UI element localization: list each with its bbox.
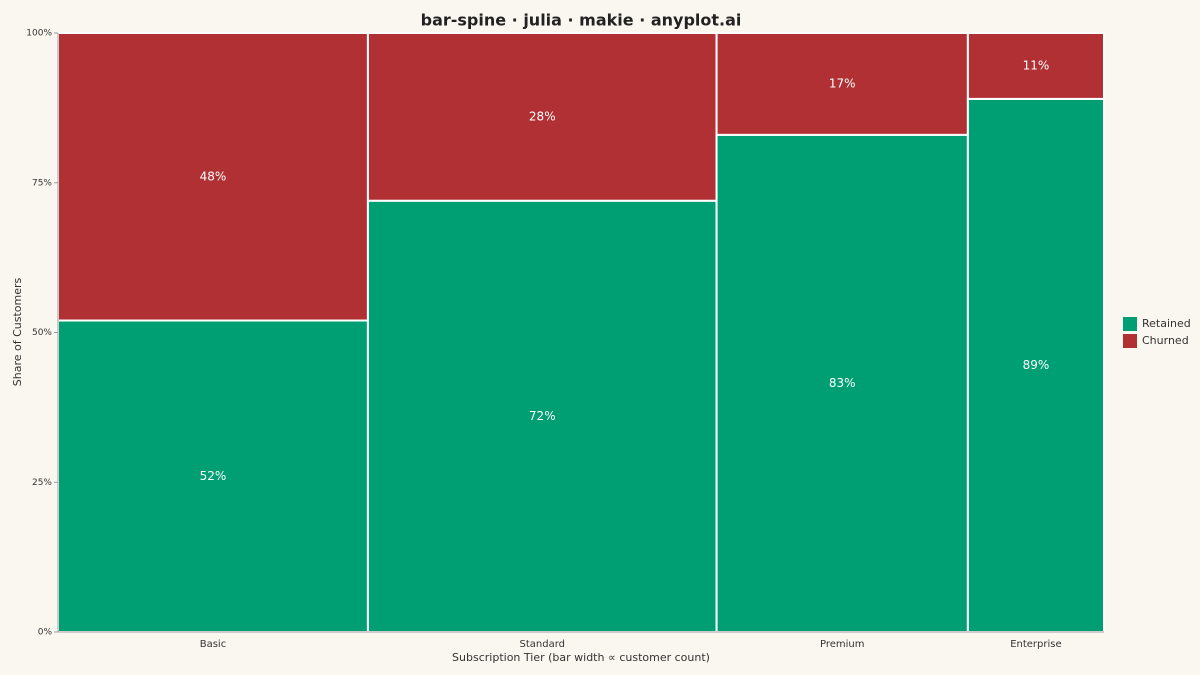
value-label: 72% bbox=[529, 409, 556, 423]
bar-segment bbox=[966, 97, 1106, 633]
value-label: 83% bbox=[829, 376, 856, 390]
legend-label: Retained bbox=[1142, 317, 1191, 330]
x-tick-label: Standard bbox=[520, 639, 566, 650]
y-tick-label: 100% bbox=[26, 29, 52, 39]
legend-swatch bbox=[1123, 334, 1137, 348]
y-tick-label: 0% bbox=[38, 628, 53, 638]
x-tick-label: Enterprise bbox=[1010, 639, 1061, 650]
y-tick-label: 25% bbox=[32, 478, 52, 488]
value-label: 17% bbox=[829, 76, 856, 90]
x-tick-label: Basic bbox=[200, 639, 226, 650]
bar-segment bbox=[366, 32, 718, 202]
value-label: 28% bbox=[529, 109, 556, 123]
value-label: 48% bbox=[200, 169, 227, 183]
chart-title: bar-spine · julia · makie · anyplot.ai bbox=[421, 11, 742, 30]
bar-segment bbox=[366, 199, 718, 633]
bar-segment bbox=[57, 32, 369, 322]
bar-segment bbox=[966, 32, 1106, 100]
value-label: 89% bbox=[1023, 358, 1050, 372]
y-tick-label: 75% bbox=[32, 178, 52, 188]
bar-segment bbox=[57, 319, 369, 633]
y-axis-label: Share of Customers bbox=[11, 277, 24, 386]
value-label: 52% bbox=[200, 469, 227, 483]
y-tick-label: 50% bbox=[32, 328, 52, 338]
bar-segment bbox=[715, 32, 969, 136]
value-label: 11% bbox=[1023, 58, 1050, 72]
x-tick-label: Premium bbox=[820, 639, 865, 650]
legend-swatch bbox=[1123, 317, 1137, 331]
x-axis-label: Subscription Tier (bar width ∝ customer … bbox=[452, 651, 710, 664]
legend-label: Churned bbox=[1142, 334, 1189, 347]
